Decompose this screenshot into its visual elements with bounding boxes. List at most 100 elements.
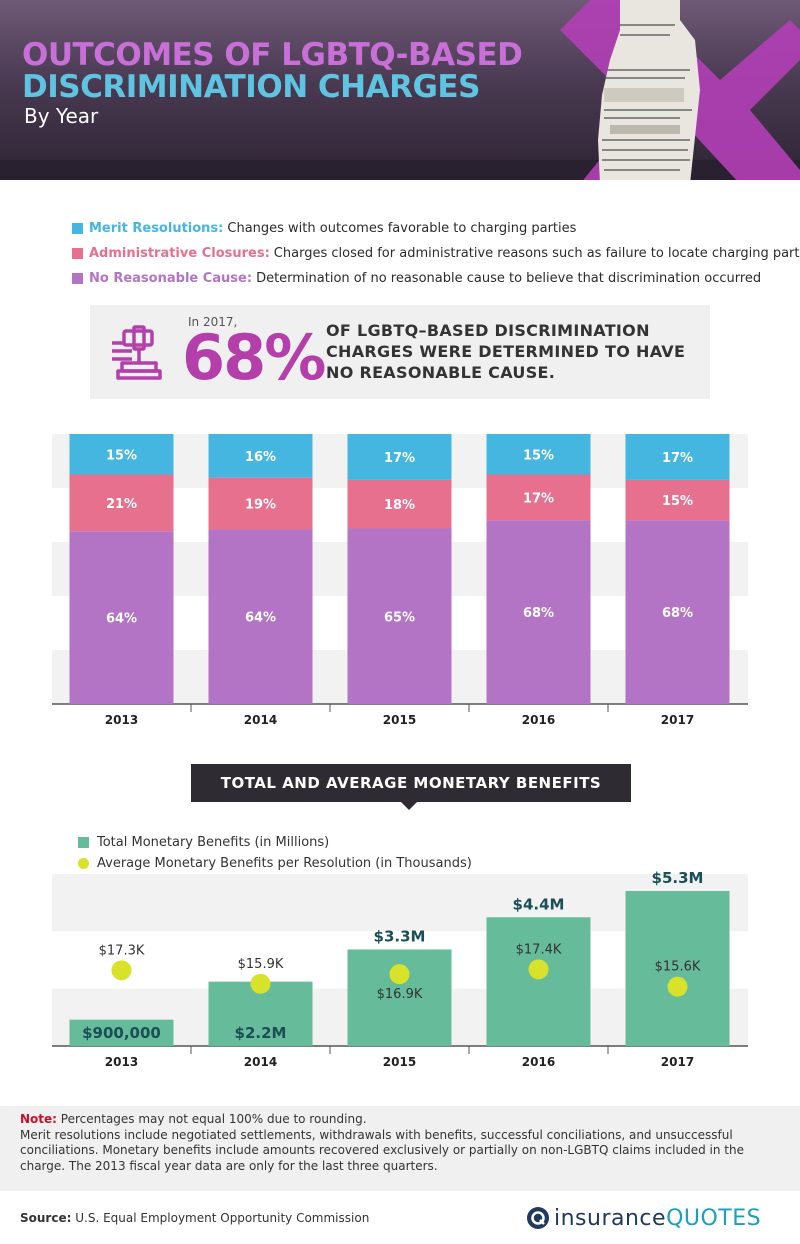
banner-pointer	[400, 801, 418, 810]
data-label: 21%	[106, 497, 137, 512]
outcomes-stacked-bar-chart: 15% 21% 64% 2013 16% 19% 64% 2014 17% 18% 65% 2015 1…	[52, 434, 748, 727]
x-tick-label: 2016	[522, 713, 555, 727]
note-line-1: Percentages may not equal 100% due to ro…	[60, 1112, 367, 1126]
callout-percentage: 68%	[182, 321, 326, 394]
bar-segment	[347, 479, 452, 529]
source-line: Source: U.S. Equal Employment Opportunit…	[20, 1211, 369, 1225]
brand-part-2: QUOTES	[666, 1205, 762, 1231]
x-tick-label: 2017	[661, 1055, 694, 1069]
x-tick-label: 2016	[522, 1055, 555, 1069]
data-label: 64%	[245, 611, 276, 626]
legend-desc-admin: Charges closed for administrative reason…	[273, 246, 800, 261]
header-banner: OUTCOMES OF LGBTQ-BASED DISCRIMINATION C…	[0, 0, 800, 180]
data-label: 17%	[523, 491, 554, 506]
bar-segment	[347, 528, 452, 704]
total-value-label: $4.4M	[513, 895, 565, 913]
data-label: 18%	[384, 498, 415, 513]
callout-message: OF LGBTQ–BASED DISCRIMINATION CHARGES WE…	[326, 321, 686, 382]
legend-key-admin: Administrative Closures:	[89, 246, 270, 261]
title-line-1: OUTCOMES OF LGBTQ-BASED	[22, 37, 523, 73]
data-label: 15%	[523, 448, 554, 463]
data-label: 64%	[106, 612, 137, 627]
source-text: U.S. Equal Employment Opportunity Commis…	[75, 1211, 370, 1225]
total-value-label: $3.3M	[374, 927, 426, 945]
x-tick-label: 2015	[383, 713, 416, 727]
legend-swatch-no-cause	[72, 273, 83, 284]
data-label: 19%	[245, 498, 276, 513]
legend-key-merit: Merit Resolutions:	[89, 221, 224, 236]
data-label: 15%	[106, 448, 137, 463]
data-label: 65%	[384, 610, 415, 625]
average-dot	[667, 976, 688, 997]
bar-segment	[625, 479, 730, 521]
data-label: 17%	[384, 451, 415, 466]
bar-segment	[69, 474, 174, 532]
bar-segment	[486, 520, 591, 704]
callout-prefix: In 2017,	[188, 315, 238, 329]
bar-segment	[208, 477, 313, 530]
brand-part-1: insurance	[554, 1205, 667, 1231]
total-bar	[69, 1019, 174, 1046]
total-bar	[625, 890, 730, 1046]
source-label: Source:	[20, 1211, 72, 1225]
x-tick-label: 2013	[105, 713, 138, 727]
bar-segment	[69, 434, 174, 475]
insurancequotes-logo-icon	[527, 1207, 549, 1229]
legend-desc-merit: Changes with outcomes favorable to charg…	[227, 221, 577, 236]
legend-swatch-average	[78, 858, 89, 869]
bar-segment	[625, 434, 730, 480]
data-label: 68%	[523, 606, 554, 621]
average-dot	[111, 960, 132, 981]
average-dot	[389, 964, 410, 985]
note-label: Note:	[20, 1112, 57, 1126]
average-value-label: $16.9K	[377, 987, 423, 1002]
average-dot	[250, 973, 271, 994]
legend-label-total: Total Monetary Benefits (in Millions)	[97, 835, 330, 850]
callout-box: In 2017, 68% OF LGBTQ–BASED DISCRIMINATI…	[90, 305, 710, 399]
legend-item-admin: Administrative Closures: Charges closed …	[72, 241, 800, 266]
average-value-label: $15.9K	[238, 957, 284, 972]
average-value-label: $17.3K	[99, 943, 145, 958]
x-tick-label: 2017	[661, 713, 694, 727]
total-value-label: $5.3M	[652, 870, 704, 887]
note-body: Merit resolutions include negotiated set…	[20, 1127, 744, 1173]
legend-outcomes: Merit Resolutions: Changes with outcomes…	[72, 216, 800, 291]
total-bar	[486, 917, 591, 1046]
data-label: 17%	[662, 451, 693, 466]
bar-segment	[347, 434, 452, 480]
subtitle: By Year	[24, 104, 99, 128]
newspaper-collage-illustration	[560, 0, 800, 180]
brand-logo: insurance QUOTES	[526, 1203, 761, 1233]
legend-item-merit: Merit Resolutions: Changes with outcomes…	[72, 216, 800, 241]
data-label: 16%	[245, 450, 276, 465]
legend-item-total: Total Monetary Benefits (in Millions)	[78, 832, 472, 853]
legend-swatch-total	[78, 837, 89, 848]
bar-segment	[486, 474, 591, 521]
data-label: 68%	[662, 606, 693, 621]
legend-item-no-cause: No Reasonable Cause: Determination of no…	[72, 266, 800, 291]
gavel-icon	[112, 325, 162, 380]
section-banner: TOTAL AND AVERAGE MONETARY BENEFITS	[191, 764, 631, 802]
bar-segment	[208, 434, 313, 478]
average-value-label: $15.6K	[655, 960, 701, 975]
average-dot	[528, 959, 549, 980]
legend-label-average: Average Monetary Benefits per Resolution…	[97, 856, 472, 871]
bar-segment	[69, 531, 174, 704]
note-box: Note: Percentages may not equal 100% due…	[0, 1106, 800, 1191]
legend-desc-no-cause: Determination of no reasonable cause to …	[256, 271, 762, 286]
total-value-label: $2.2M	[235, 1024, 287, 1042]
title-line-2: DISCRIMINATION CHARGES	[22, 69, 480, 105]
x-tick-label: 2014	[244, 713, 277, 727]
legend-key-no-cause: No Reasonable Cause:	[89, 271, 253, 286]
bar-segment	[625, 520, 730, 704]
bar-segment	[208, 529, 313, 704]
x-tick-label: 2014	[244, 1055, 277, 1069]
legend-swatch-merit	[72, 223, 83, 234]
monetary-benefits-chart: $900,000 $17.3K 2013 $2.2M $15.9K 2014 $3.3M $1…	[52, 870, 748, 1069]
bar-segment	[486, 434, 591, 475]
legend-swatch-admin	[72, 248, 83, 259]
legend-benefits: Total Monetary Benefits (in Millions) Av…	[78, 832, 472, 874]
x-tick-label: 2013	[105, 1055, 138, 1069]
average-value-label: $17.4K	[516, 942, 562, 957]
total-value-label: $900,000	[82, 1024, 161, 1042]
